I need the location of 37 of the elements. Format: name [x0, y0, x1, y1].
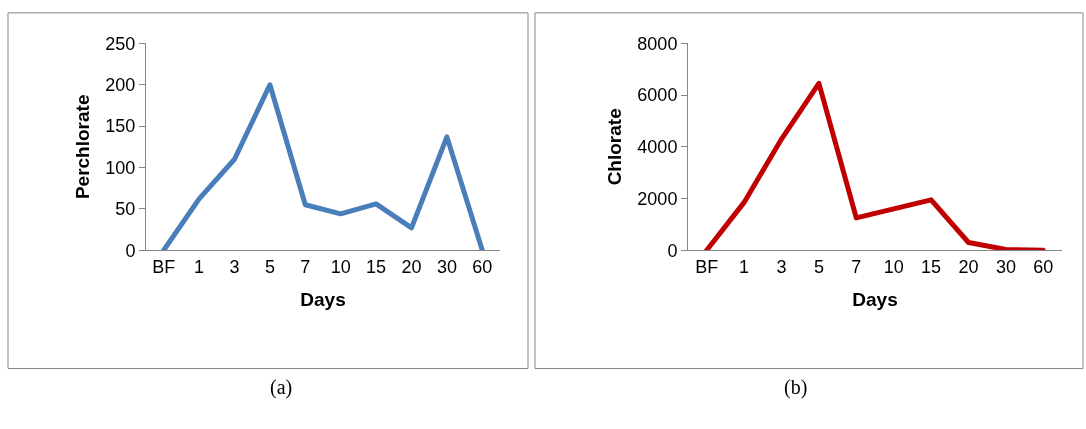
x-tick-label: 10	[330, 256, 351, 277]
y-tick-label: 200	[105, 75, 136, 96]
x-tick-label: 7	[300, 256, 311, 277]
x-tick-label: 1	[194, 256, 205, 277]
x-axis-title: Days	[300, 288, 346, 310]
text: (a)	[270, 376, 293, 399]
x-tick-label: 30	[436, 256, 457, 277]
y-tick-label: 6000	[637, 85, 678, 106]
x-tick-label: 60	[1033, 256, 1054, 277]
x-tick-label: BF	[695, 256, 719, 277]
x-tick-label: 3	[229, 256, 240, 277]
y-axis-title: Chlorate	[604, 108, 626, 186]
x-tick-label: 20	[401, 256, 422, 277]
y-tick-label: 4000	[637, 137, 678, 158]
x-tick-label: BF	[152, 256, 176, 277]
x-tick-label: 30	[995, 256, 1016, 277]
y-tick-label: 2000	[637, 188, 678, 209]
x-tick-label: 20	[958, 256, 979, 277]
x-tick-label: 5	[813, 256, 824, 277]
y-tick-label: 50	[115, 199, 136, 220]
y-tick-label: 0	[667, 240, 678, 261]
x-tick-label: 1	[739, 256, 750, 277]
y-tick-label: 8000	[637, 33, 678, 54]
y-tick-label: 150	[105, 116, 136, 137]
x-tick-label: 15	[366, 256, 387, 277]
y-tick-label: 250	[105, 33, 136, 54]
y-tick-label: 100	[105, 157, 136, 178]
y-axis-title: Perchlorate	[72, 94, 94, 200]
x-tick-label: 3	[776, 256, 787, 277]
x-tick-label: 7	[851, 256, 862, 277]
x-tick-label: 5	[264, 256, 275, 277]
x-axis-title: Days	[852, 288, 898, 310]
x-tick-label: 15	[921, 256, 942, 277]
y-tick-label: 0	[125, 240, 136, 261]
text: (b)	[784, 376, 808, 399]
x-tick-label: 60	[472, 256, 493, 277]
x-tick-label: 10	[883, 256, 904, 277]
